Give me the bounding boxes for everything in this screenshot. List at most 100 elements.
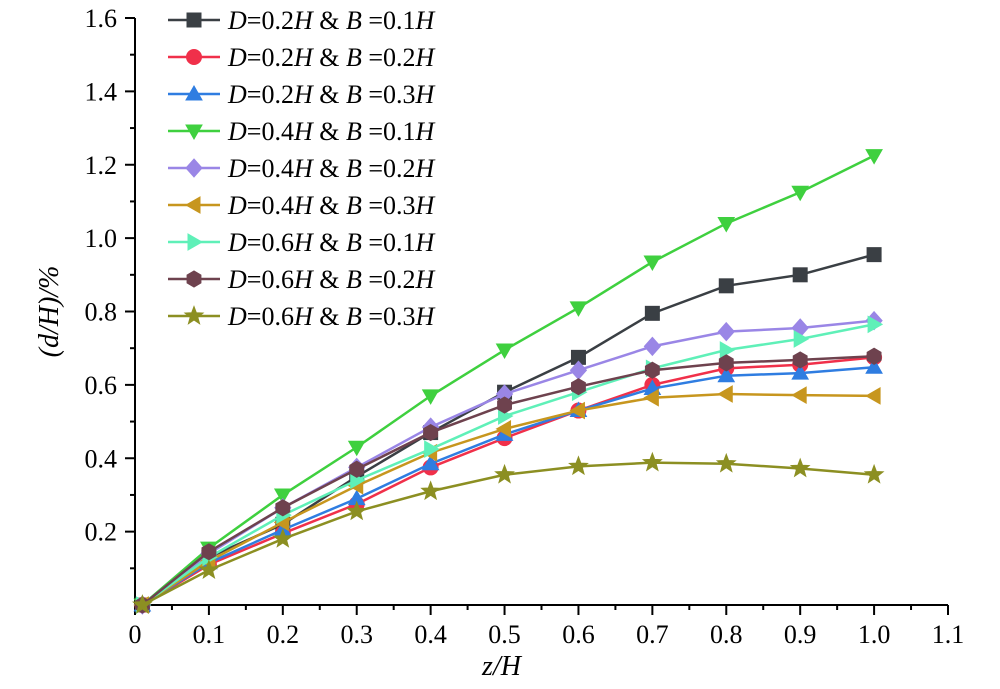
legend-label-part: H bbox=[293, 6, 314, 35]
legend-label-part: H bbox=[415, 154, 436, 183]
legend-label-part: H bbox=[293, 80, 314, 109]
x-tick-label: 0.2 bbox=[267, 620, 300, 649]
legend-label-part: B bbox=[346, 228, 362, 257]
legend-label-part: H bbox=[415, 228, 436, 257]
legend-label-part: =0.4 bbox=[247, 117, 294, 146]
legend-label-part: H bbox=[293, 265, 314, 294]
legend-entry: D=0.2H & B =0.3H bbox=[168, 80, 436, 109]
y-tick-label: 1.0 bbox=[85, 224, 118, 253]
legend-label-part: H bbox=[293, 302, 314, 331]
legend-label-part: D bbox=[227, 265, 247, 294]
legend: D=0.2H & B =0.1HD=0.2H & B =0.2HD=0.2H &… bbox=[168, 6, 436, 331]
x-tick-label: 0.9 bbox=[784, 620, 817, 649]
data-point bbox=[497, 396, 512, 414]
legend-marker bbox=[186, 270, 202, 288]
legend-entry: D=0.6H & B =0.3H bbox=[168, 302, 436, 331]
data-point bbox=[421, 454, 440, 471]
legend-label-part: H bbox=[415, 117, 436, 146]
legend-label-part: H bbox=[415, 6, 436, 35]
data-point bbox=[568, 455, 589, 476]
data-point bbox=[275, 499, 291, 517]
y-tick-label: 0.6 bbox=[85, 371, 118, 400]
legend-entry: D=0.2H & B =0.1H bbox=[168, 6, 436, 35]
legend-label-part: B bbox=[346, 80, 362, 109]
legend-label-part: =0.2 bbox=[362, 265, 416, 294]
data-point bbox=[717, 216, 736, 233]
legend-label-part: B bbox=[346, 302, 362, 331]
data-point bbox=[273, 488, 292, 504]
legend-label-part: B bbox=[346, 191, 362, 220]
data-point bbox=[198, 559, 220, 579]
data-point bbox=[792, 351, 808, 369]
data-point bbox=[423, 423, 439, 442]
legend-label-part: =0.2 bbox=[247, 43, 294, 72]
legend-label-part: & bbox=[313, 265, 346, 294]
legend-label: D=0.6H & B =0.3H bbox=[227, 302, 436, 331]
series-8 bbox=[134, 347, 882, 614]
legend-label-part: D bbox=[227, 154, 247, 183]
legend-marker bbox=[186, 49, 202, 65]
legend-label-part: D bbox=[227, 117, 247, 146]
legend-label-part: =0.3 bbox=[362, 80, 416, 109]
legend-marker bbox=[185, 124, 203, 141]
series-4 bbox=[133, 149, 883, 615]
data-point bbox=[719, 341, 736, 359]
legend-label-part: =0.1 bbox=[362, 117, 416, 146]
data-point bbox=[644, 361, 660, 379]
legend-label-part: H bbox=[293, 117, 314, 146]
data-point bbox=[420, 480, 442, 501]
legend-label-part: & bbox=[313, 302, 346, 331]
x-tick-label: 0.6 bbox=[562, 620, 595, 649]
data-point bbox=[717, 366, 736, 383]
x-tick-label: 1.0 bbox=[858, 620, 891, 649]
legend-label-part: H bbox=[415, 80, 436, 109]
data-point bbox=[495, 420, 512, 438]
y-tick-label: 1.2 bbox=[85, 151, 118, 180]
data-point bbox=[789, 457, 811, 478]
y-tick-label: 1.6 bbox=[85, 4, 118, 33]
series-6 bbox=[133, 385, 881, 614]
legend-label-part: H bbox=[293, 43, 314, 72]
legend-marker bbox=[186, 12, 202, 28]
legend-label-part: =0.4 bbox=[247, 191, 294, 220]
series-9 bbox=[131, 451, 885, 614]
data-point bbox=[643, 336, 662, 357]
data-point bbox=[569, 301, 588, 317]
y-tick-label: 0.8 bbox=[85, 298, 118, 327]
legend-label-part: =0.2 bbox=[247, 80, 294, 109]
legend-entry: D=0.6H & B =0.1H bbox=[168, 228, 436, 257]
data-point bbox=[644, 305, 660, 321]
x-tick-label: 0.5 bbox=[488, 620, 521, 649]
data-point bbox=[494, 463, 515, 484]
series-group bbox=[131, 149, 885, 615]
data-point bbox=[793, 330, 810, 348]
x-axis-title: z/H bbox=[481, 651, 523, 682]
legend-label-part: =0.6 bbox=[247, 265, 294, 294]
legend-label: D=0.2H & B =0.3H bbox=[227, 80, 436, 109]
legend-label: D=0.2H & B =0.1H bbox=[227, 6, 436, 35]
legend-label: D=0.4H & B =0.1H bbox=[227, 117, 436, 146]
x-ticks: 0 0.1 0.2 0.3 0.4 0.5 0.6 0.7 0.8 0.9 1.0 1.1 bbox=[129, 605, 964, 649]
data-point bbox=[641, 451, 663, 472]
data-point bbox=[866, 247, 882, 263]
data-point bbox=[717, 321, 735, 342]
data-point bbox=[272, 528, 294, 548]
legend-label-part: B bbox=[346, 154, 362, 183]
legend-label-part: H bbox=[293, 154, 314, 183]
data-point bbox=[865, 358, 883, 374]
y-ticks: 0.2 0.4 0.6 0.8 1.0 1.2 1.4 1.6 bbox=[85, 4, 135, 570]
legend-label-part: B bbox=[346, 117, 362, 146]
x-tick-label: 0.3 bbox=[340, 620, 373, 649]
legend-label-part: =0.4 bbox=[247, 154, 294, 183]
legend-label-part: H bbox=[415, 191, 436, 220]
x-tick-label: 0.1 bbox=[193, 620, 226, 649]
data-point bbox=[791, 364, 810, 380]
legend-label: D=0.4H & B =0.2H bbox=[227, 154, 436, 183]
data-point bbox=[643, 255, 662, 271]
legend-label-part: D bbox=[227, 191, 247, 220]
legend-label-part: =0.1 bbox=[362, 228, 416, 257]
y-tick-label: 1.4 bbox=[85, 77, 118, 106]
legend-label-part: H bbox=[293, 191, 314, 220]
data-point bbox=[718, 278, 734, 294]
